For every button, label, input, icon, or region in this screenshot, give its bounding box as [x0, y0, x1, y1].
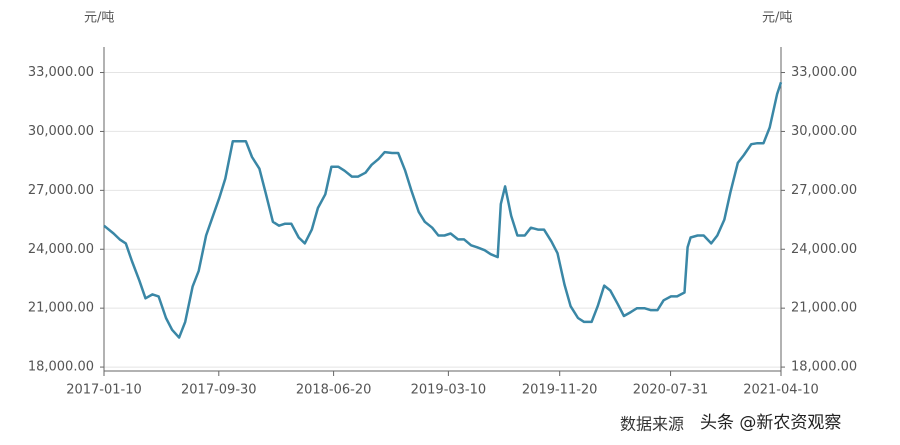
y2-tick-label: 27,000.00: [791, 183, 857, 198]
x-tick-label: 2017-09-30: [181, 383, 257, 398]
x-tick-label: 2018-06-20: [296, 383, 372, 398]
y-tick-label: 18,000.00: [28, 360, 94, 375]
watermark: 头条 @新农资观察: [700, 413, 841, 433]
y-tick-label: 30,000.00: [28, 124, 94, 139]
y2-axis-unit: 元/吨: [762, 11, 792, 26]
data-line: [103, 81, 783, 339]
y-tick-label: 27,000.00: [28, 183, 94, 198]
y-tick-label: 24,000.00: [28, 242, 94, 257]
y2-tick-label: 33,000.00: [791, 65, 857, 80]
x-tick-label: 2021-04-10: [743, 383, 819, 398]
y-tick-label: 21,000.00: [28, 301, 94, 316]
y2-tick-label: 24,000.00: [791, 242, 857, 257]
y2-tick-label: 30,000.00: [791, 124, 857, 139]
y2-tick-label: 18,000.00: [791, 360, 857, 375]
y2-tick-label: 21,000.00: [791, 301, 857, 316]
y-tick-label: 33,000.00: [28, 65, 94, 80]
x-tick-label: 2017-01-10: [66, 383, 142, 398]
x-tick-label: 2019-11-20: [522, 383, 598, 398]
source-note: 数据来源: [620, 415, 684, 434]
x-tick-label: 2020-07-31: [633, 383, 709, 398]
y-axis-unit: 元/吨: [84, 11, 114, 26]
x-tick-label: 2019-03-10: [411, 383, 487, 398]
